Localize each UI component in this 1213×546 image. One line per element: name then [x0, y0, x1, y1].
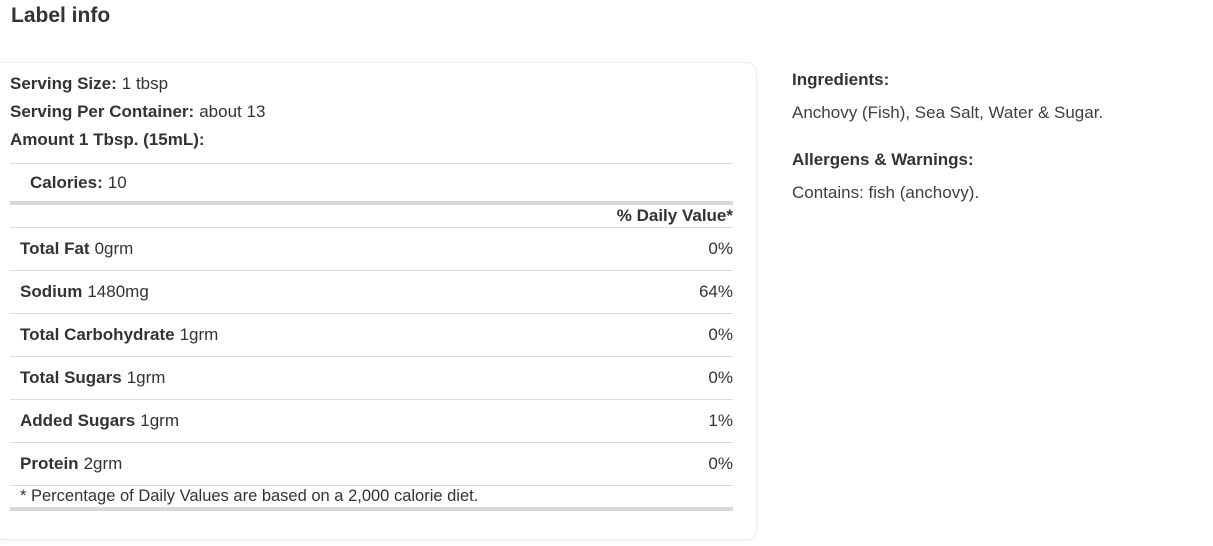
allergens-heading: Allergens & Warnings:: [792, 150, 974, 169]
nutrient-amount: 1grm: [179, 325, 219, 344]
daily-value-header: % Daily Value*: [616, 206, 733, 225]
serving-size-label: Serving Size:: [10, 74, 117, 93]
daily-value-header-row: % Daily Value*: [10, 205, 733, 228]
daily-value-footnote: * Percentage of Daily Values are based o…: [10, 486, 733, 511]
nutrient-label: Total Sugars 1grm: [20, 368, 165, 388]
calories-row: Calories: 10: [10, 164, 733, 205]
nutrient-daily-value: 0%: [708, 239, 733, 258]
nutrient-row-total-carbohydrate: Total Carbohydrate 1grm 0%: [10, 314, 733, 357]
allergens-section: Allergens & Warnings: Contains: fish (an…: [792, 150, 1192, 203]
nutrition-facts-inner: Serving Size: 1 tbsp Serving Per Containe…: [10, 63, 733, 511]
nutrient-daily-value: 0%: [708, 454, 733, 473]
page-title: Label info: [11, 4, 111, 27]
nutrient-amount: 1grm: [126, 368, 166, 387]
ingredients-heading: Ingredients:: [792, 70, 890, 89]
label-details-column: Ingredients: Anchovy (Fish), Sea Salt, W…: [792, 70, 1192, 203]
nutrient-amount: 0grm: [94, 239, 134, 258]
footnote-text: * Percentage of Daily Values are based o…: [20, 487, 479, 505]
nutrient-row-protein: Protein 2grm 0%: [10, 443, 733, 486]
nutrient-label: Sodium 1480mg: [20, 282, 149, 302]
nutrient-daily-value: 64%: [698, 282, 733, 301]
nutrient-name: Total Carbohydrate: [20, 325, 175, 344]
nutrition-facts-panel: Serving Size: 1 tbsp Serving Per Containe…: [0, 62, 757, 540]
nutrient-row-sodium: Sodium 1480mg 64%: [10, 271, 733, 314]
allergens-text: Contains: fish (anchovy).: [792, 183, 980, 202]
nutrient-name: Total Sugars: [20, 368, 122, 387]
nutrient-name: Added Sugars: [20, 411, 136, 430]
nutrient-label: Total Fat 0grm: [20, 239, 133, 259]
nutrient-daily-value: 0%: [708, 368, 733, 387]
serving-per-container-value: about 13: [199, 102, 266, 121]
nutrient-row-added-sugars: Added Sugars 1grm 1%: [10, 400, 733, 443]
calories-value: 10: [107, 172, 127, 192]
nutrient-name: Protein: [20, 454, 79, 473]
nutrient-daily-value: 0%: [708, 325, 733, 344]
amount-per-serving-label: Amount 1 Tbsp. (15mL):: [10, 130, 205, 149]
nutrient-amount: 1grm: [140, 411, 179, 430]
nutrient-daily-value: 1%: [708, 411, 733, 430]
serving-per-container-row: Serving Per Container: about 13: [10, 98, 733, 126]
nutrient-amount: 2grm: [83, 454, 123, 473]
nutrient-name: Sodium: [20, 282, 83, 301]
nutrient-row-total-sugars: Total Sugars 1grm 0%: [10, 357, 733, 400]
serving-size-row: Serving Size: 1 tbsp: [10, 70, 733, 98]
nutrient-label: Protein 2grm: [20, 454, 122, 474]
nutrient-name: Total Fat: [20, 239, 90, 258]
nutrient-label: Added Sugars 1grm: [20, 411, 179, 431]
serving-info-block: Serving Size: 1 tbsp Serving Per Containe…: [10, 63, 733, 164]
nutrient-label: Total Carbohydrate 1grm: [20, 325, 218, 345]
nutrient-row-total-fat: Total Fat 0grm 0%: [10, 228, 733, 271]
nutrient-amount: 1480mg: [87, 282, 149, 301]
amount-per-serving-row: Amount 1 Tbsp. (15mL):: [10, 126, 733, 154]
calories-label: Calories:: [30, 172, 103, 192]
serving-size-value: 1 tbsp: [121, 74, 169, 93]
ingredients-section: Ingredients: Anchovy (Fish), Sea Salt, W…: [792, 70, 1192, 123]
serving-per-container-label: Serving Per Container:: [10, 102, 195, 121]
ingredients-text: Anchovy (Fish), Sea Salt, Water & Sugar.: [792, 103, 1104, 122]
